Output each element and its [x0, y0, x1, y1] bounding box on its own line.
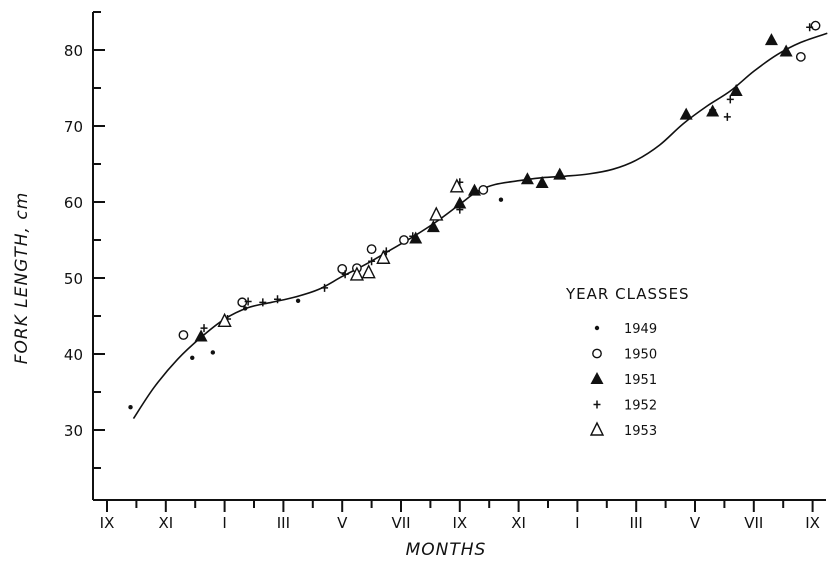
legend: YEAR CLASSES 1949 1950 1951 1952 1953 [565, 285, 690, 439]
x-tick-label: IX [100, 514, 115, 532]
data-point-1952 [368, 257, 376, 266]
data-point-1951 [679, 107, 693, 120]
data-point-1951 [468, 183, 481, 196]
data-point-1951 [194, 329, 208, 342]
x-tick-label: XI [511, 514, 526, 532]
data-point-1953 [361, 264, 376, 279]
data-point-1949 [128, 405, 133, 410]
x-tick-label: IX [452, 514, 467, 532]
x-tick-label: III [630, 514, 643, 532]
legend-label: 1949 [624, 322, 657, 337]
data-point-1949 [498, 197, 504, 202]
data-point-1951 [553, 167, 567, 180]
legend-marker-1950 [592, 348, 602, 359]
y-tick-label: 70 [64, 118, 83, 136]
legend-marker-1953 [589, 421, 605, 436]
x-tick-label: III [277, 514, 290, 532]
y-tick-label: 40 [64, 346, 83, 364]
x-tick-label: VII [391, 514, 410, 532]
x-axis-title: MONTHS [406, 540, 487, 560]
growth-curve [132, 32, 828, 420]
x-tick-label: V [690, 514, 701, 532]
y-tick-label: 50 [64, 270, 83, 288]
data-point-1952 [723, 112, 731, 121]
y-axis-title: FORK LENGTH, cm [12, 192, 32, 365]
data-point-1952 [341, 270, 349, 279]
data-point-1950 [337, 263, 348, 274]
data-point-1953 [217, 312, 232, 328]
data-point-1953 [429, 206, 444, 221]
y-tick-label: 60 [64, 194, 83, 212]
x-tick-label: XI [158, 514, 173, 532]
data-point-1952 [456, 205, 464, 214]
data-point-1951 [729, 84, 743, 97]
data-points [128, 20, 821, 410]
legend-marker-1952 [593, 400, 601, 409]
x-tick-label: I [575, 514, 579, 532]
x-tick-label: VII [744, 514, 763, 532]
data-point-1949 [242, 306, 248, 311]
legend-marker-1949 [594, 325, 600, 331]
legend-title: YEAR CLASSES [565, 285, 690, 303]
data-point-1953 [449, 178, 464, 193]
data-point-1952 [709, 106, 717, 115]
legend-marker-1951 [590, 372, 604, 384]
data-point-1953 [349, 266, 365, 281]
data-point-1952 [806, 23, 814, 32]
data-point-1950 [399, 235, 409, 245]
data-point-1952 [200, 324, 208, 333]
data-point-1950 [795, 51, 806, 62]
data-point-1951 [535, 176, 549, 188]
x-tick-label: V [337, 514, 348, 532]
data-point-1952 [274, 295, 282, 304]
data-point-1951 [409, 231, 423, 244]
data-point-1951 [779, 44, 793, 57]
legend-label: 1952 [624, 399, 657, 414]
data-point-1950 [366, 244, 377, 255]
x-tick-label: I [222, 514, 226, 532]
data-point-1949 [210, 350, 216, 355]
data-point-1950 [478, 184, 489, 195]
y-tick-label: 80 [64, 42, 83, 60]
data-point-1950 [237, 297, 248, 308]
data-point-1952 [726, 95, 734, 104]
data-point-1949 [295, 298, 301, 303]
data-point-1949 [190, 355, 195, 360]
data-point-1952 [259, 298, 267, 307]
axes [92, 12, 826, 501]
y-tick-label: 30 [64, 422, 83, 440]
data-point-1951 [764, 33, 778, 46]
legend-label: 1951 [624, 373, 657, 388]
data-point-1952 [244, 297, 252, 306]
legend-label: 1953 [624, 424, 657, 439]
data-point-1951 [426, 220, 440, 233]
data-point-1953 [376, 249, 391, 264]
data-point-1950 [178, 330, 189, 340]
data-point-1952 [409, 232, 417, 241]
x-tick-label: IX [805, 514, 820, 532]
data-point-1951 [520, 172, 534, 185]
legend-label: 1950 [624, 348, 657, 363]
data-point-1952 [321, 283, 329, 292]
data-point-1950 [810, 20, 821, 31]
data-point-1951 [453, 196, 467, 209]
